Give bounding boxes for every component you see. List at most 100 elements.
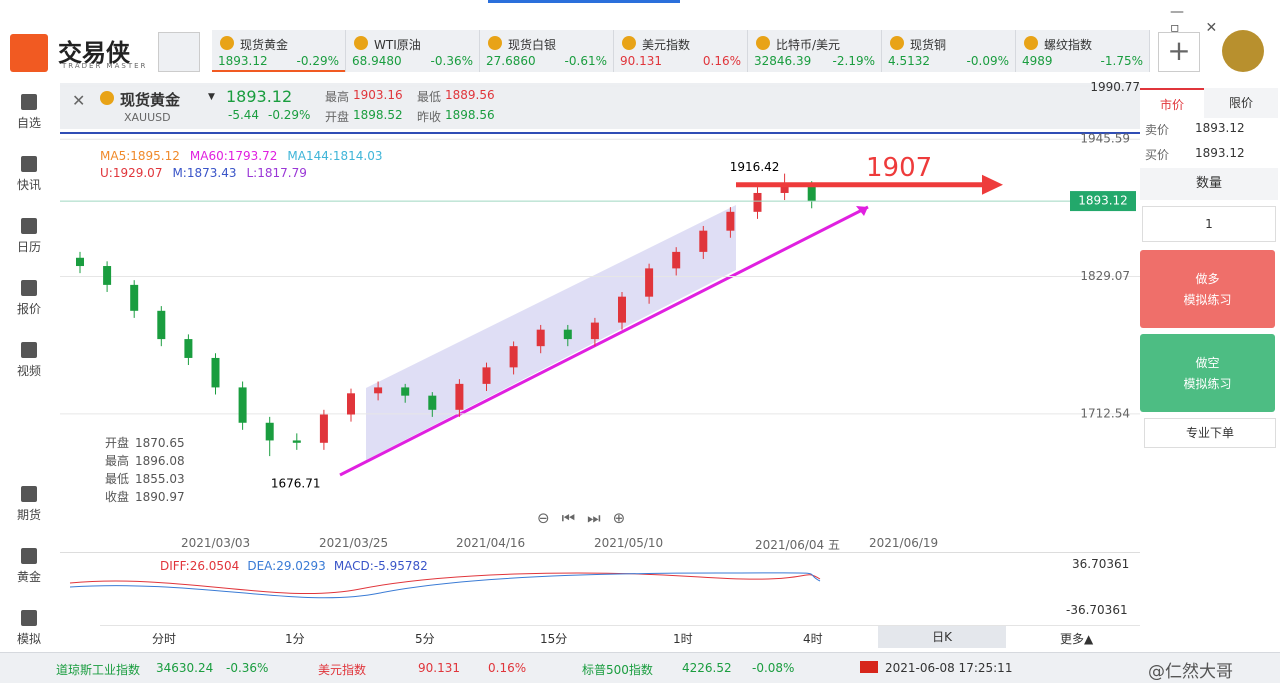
add-button[interactable]: +: [1158, 32, 1200, 72]
ohlc-row: 最高 1896.08: [105, 452, 185, 470]
timeframe[interactable]: 更多▲: [1060, 632, 1094, 646]
timeframe[interactable]: 15分: [540, 632, 568, 646]
quote-change: -5.44: [228, 108, 260, 122]
footer: 道琼斯工业指数 34630.24 -0.36% 美元指数 90.131 0.16% 标普50…: [0, 652, 1280, 683]
nav-item[interactable]: 期货: [0, 486, 58, 523]
nav-icon: [21, 280, 37, 296]
x-tick-label: 2021/03/25: [319, 536, 389, 550]
nav-label: 期货: [16, 508, 41, 522]
indicator: U:1929.07: [100, 166, 163, 180]
y-tick-label: 1990.77: [1090, 80, 1140, 94]
footer-change: 0.16%: [488, 661, 527, 675]
y-tick-label: 1945.59: [1080, 132, 1130, 146]
quote-code: XAUUSD: [124, 111, 171, 124]
ohlc-row: 收盘 1890.97: [105, 488, 185, 506]
ticker-name: 现货铜: [910, 38, 947, 52]
ticker-name: WTI原油: [374, 38, 421, 52]
stat-label: 最高: [325, 90, 350, 104]
nav-item[interactable]: 快讯: [0, 156, 58, 193]
nav-item[interactable]: 模拟: [0, 610, 58, 647]
ticker-price: 32846.39: [754, 54, 812, 68]
short-button[interactable]: 做空 模拟练习: [1140, 334, 1275, 412]
ticker-change: -2.19%: [832, 54, 875, 68]
ticker-name: 现货白银: [508, 38, 557, 52]
low-label: 1676.71: [271, 477, 321, 491]
timeframe[interactable]: 5分: [415, 632, 435, 646]
candle-body: [265, 422, 274, 441]
candle-body: [401, 387, 410, 396]
nav-icon: [21, 94, 37, 110]
macd-bottom: -36.70361: [1066, 603, 1128, 617]
ticker-tab[interactable]: 现货白银 27.6860 -0.61%: [480, 30, 614, 72]
x-tick-label: 2021/06/04 五: [755, 538, 840, 552]
macd-chart: [69, 572, 821, 599]
candle-body: [319, 414, 328, 443]
nav-label: 黄金: [16, 570, 41, 584]
candle-body: [455, 383, 464, 410]
dropdown[interactable]: ▼: [208, 92, 215, 102]
ohlc-row: 最低 1855.03: [105, 470, 185, 488]
ticker-tab[interactable]: 现货铜 4.5132 -0.09%: [882, 30, 1016, 72]
avatar[interactable]: [1222, 30, 1264, 72]
window-controls[interactable]: —▫✕: [1170, 4, 1244, 36]
nav-item[interactable]: 视频: [0, 342, 58, 379]
ticker-price: 90.131: [620, 54, 662, 68]
ticker-change: -0.09%: [966, 54, 1009, 68]
indicator-row: MA5:1895.12 MA60:1793.72 MA144:1814.03: [100, 148, 393, 165]
long-button[interactable]: 做多 模拟练习: [1140, 250, 1275, 328]
nav-item[interactable]: 黄金: [0, 548, 58, 585]
close-button[interactable]: ✕: [72, 91, 86, 110]
datetime: 2021-06-08 17:25:11: [885, 661, 1013, 675]
nav-item[interactable]: 报价: [0, 280, 58, 317]
pro-order[interactable]: 专业下单: [1144, 418, 1276, 448]
candle-body: [482, 367, 491, 384]
y-tick-label: 1829.07: [1080, 269, 1130, 283]
grid-button[interactable]: [158, 32, 200, 72]
indicator: MA60:1793.72: [189, 149, 278, 163]
ticker-name: 现货黄金: [240, 38, 289, 52]
timeframe[interactable]: 4时: [803, 632, 823, 646]
window-accent: [488, 0, 680, 3]
timeframe[interactable]: 1分: [285, 632, 305, 646]
tab[interactable]: 限价: [1228, 96, 1253, 110]
zoom-controls[interactable]: ⊖⏮⏭⊕: [537, 509, 638, 527]
timeframe[interactable]: 1时: [673, 632, 693, 646]
ticker-tab[interactable]: 美元指数 90.131 0.16%: [614, 30, 748, 72]
ticker-price: 1893.12: [218, 54, 268, 68]
ohlc-label: 最低: [105, 472, 130, 486]
ticker-tab[interactable]: 现货黄金 1893.12 -0.29%: [212, 30, 346, 72]
ticker-icon: [890, 36, 904, 50]
macd-label: MACD:-5.95782: [333, 559, 428, 573]
nav-item[interactable]: 自选: [0, 94, 58, 131]
ticker-tab[interactable]: WTI原油 68.9480 -0.36%: [346, 30, 480, 72]
candle-body: [645, 268, 654, 297]
nav-label: 模拟: [16, 632, 41, 646]
footer-name: 标普500指数: [582, 663, 653, 677]
nav-icon: [21, 218, 37, 234]
x-tick-label: 2021/04/16: [456, 536, 526, 550]
nav-label: 快讯: [16, 178, 41, 192]
buy-price: 1893.12: [1195, 146, 1245, 160]
buy-label: 买价: [1145, 148, 1170, 162]
logo: 交易侠: [58, 39, 130, 67]
quote-name[interactable]: 现货黄金: [120, 91, 181, 109]
ohlc-label: 开盘: [105, 436, 130, 450]
footer-price: 90.131: [418, 661, 460, 675]
sell-price: 1893.12: [1195, 121, 1245, 135]
ohlc-box: 开盘 1870.65 最高 1896.08 最低 1855.03 收盘 1890.97: [105, 434, 185, 506]
timeframe[interactable]: 日K: [878, 626, 1006, 648]
quote-price: 1893.12: [226, 87, 293, 106]
nav-item[interactable]: 日历: [0, 218, 58, 255]
stat-value: 1889.56: [445, 88, 495, 102]
candle-body: [428, 395, 437, 410]
ohlc-row: 开盘 1870.65: [105, 434, 185, 452]
tab[interactable]: 市价: [1140, 88, 1204, 120]
ticker-tab[interactable]: 螺纹指数 4989 -1.75%: [1016, 30, 1150, 72]
ticker-price: 4989: [1022, 54, 1053, 68]
ticker-tab[interactable]: 比特币/美元 32846.39 -2.19%: [748, 30, 882, 72]
qty-input[interactable]: 1: [1142, 206, 1276, 242]
timeframe[interactable]: 分时: [152, 632, 177, 646]
candle-body: [536, 329, 545, 347]
indicator: M:1873.43: [172, 166, 237, 180]
candle-body: [780, 185, 789, 193]
